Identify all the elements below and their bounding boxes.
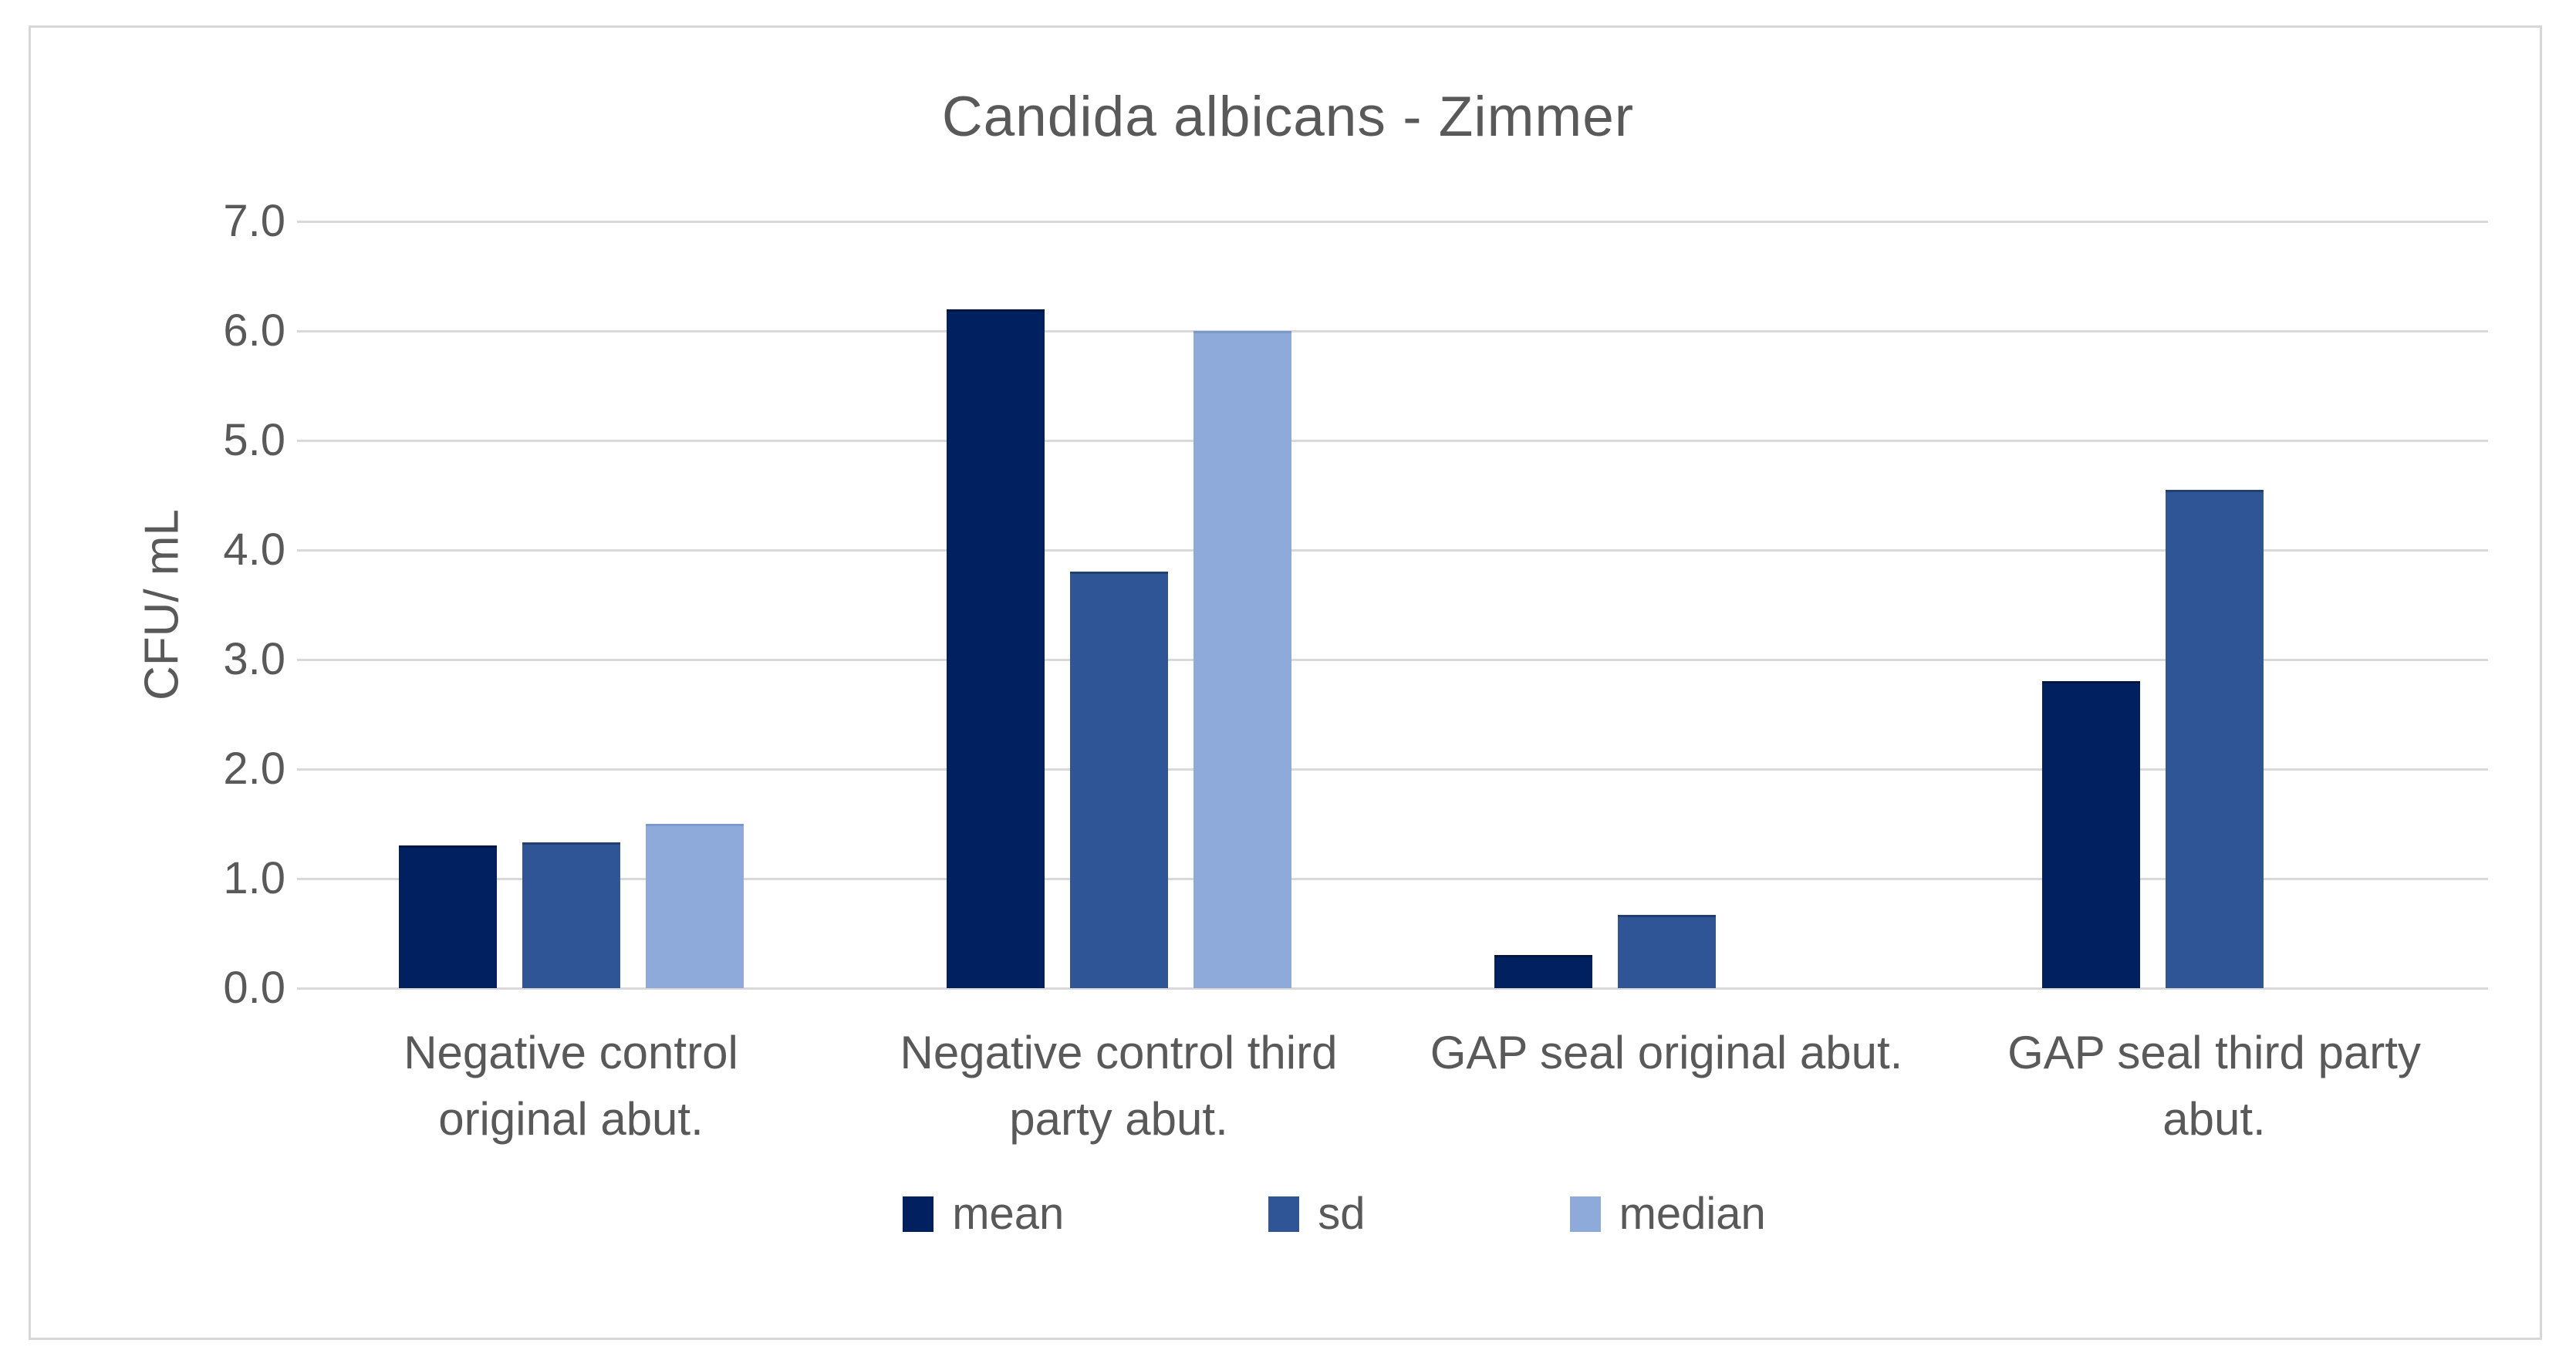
gridline	[297, 439, 2488, 442]
bar-sd-category-3	[1617, 915, 1716, 988]
y-tick-label: 4.0	[223, 525, 285, 575]
y-tick-label: 6.0	[223, 305, 285, 356]
bar-median-category-1	[645, 824, 744, 988]
gridline	[297, 987, 2488, 990]
y-tick-label: 5.0	[223, 415, 285, 465]
bar-sd-category-2	[1069, 572, 1168, 988]
x-axis-label: GAP seal third party abut.	[2007, 1027, 2421, 1145]
bar-mean-category-3	[1494, 955, 1592, 988]
legend-label-median: median	[1619, 1189, 1766, 1239]
bar-sd-category-4	[2165, 490, 2264, 988]
y-tick-label: 1.0	[223, 853, 285, 903]
legend-item-median: median	[1569, 1188, 1766, 1240]
category-group	[1940, 221, 2488, 988]
chart-title: Candida albicans - Zimmer	[941, 86, 1635, 148]
y-tick-label: 0.0	[223, 963, 285, 1013]
legend: mean sd median	[77, 1188, 2576, 1240]
category-group	[845, 221, 1393, 988]
x-axis-label: GAP seal original abut.	[1430, 1027, 1903, 1078]
y-tick-label: 7.0	[223, 196, 285, 246]
legend-swatch-mean	[903, 1196, 934, 1232]
gridline	[297, 877, 2488, 880]
gridline	[297, 768, 2488, 771]
bar-median-category-2	[1193, 331, 1291, 988]
plot-area	[297, 220, 2488, 990]
bar-mean-category-4	[2041, 681, 2140, 988]
y-tick-label: 3.0	[223, 634, 285, 684]
legend-item-mean: mean	[903, 1188, 1064, 1240]
legend-swatch-median	[1569, 1196, 1601, 1232]
legend-label-mean: mean	[952, 1189, 1065, 1239]
gridline	[297, 220, 2488, 223]
bar-sd-category-1	[522, 842, 620, 988]
x-axis-labels: Negative control original abut. Negative …	[297, 1020, 2488, 1152]
legend-swatch-sd	[1268, 1196, 1300, 1232]
legend-label-sd: sd	[1318, 1189, 1366, 1239]
gridline	[297, 548, 2488, 552]
legend-item-sd: sd	[1268, 1188, 1366, 1240]
bar-layer	[297, 221, 2488, 988]
gridline	[297, 329, 2488, 332]
category-group	[297, 221, 845, 988]
category-group	[1393, 221, 1940, 988]
x-axis-label: Negative control original abut.	[403, 1027, 738, 1145]
bar-mean-category-2	[946, 309, 1045, 988]
bar-mean-category-1	[398, 845, 497, 988]
x-axis-label: Negative control third party abut.	[900, 1027, 1338, 1145]
gridline	[297, 658, 2488, 661]
y-tick-label: 2.0	[223, 744, 285, 794]
